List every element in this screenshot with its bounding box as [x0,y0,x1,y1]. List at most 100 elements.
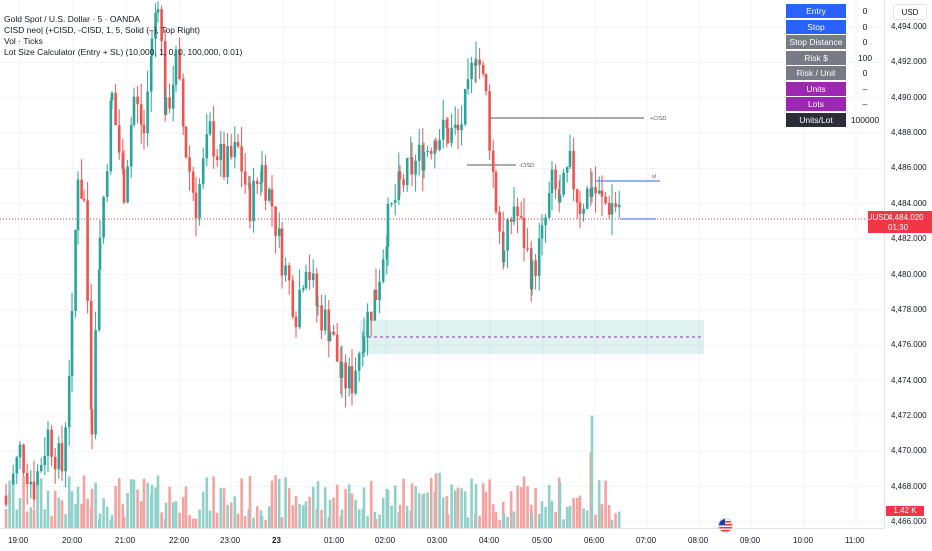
volume-bar [414,486,417,528]
candle-body [284,265,287,276]
volume-bar [67,476,71,528]
candle-body [29,481,33,485]
candle-body [582,208,585,214]
candles [4,1,621,528]
volume-bar [494,511,498,528]
candle-body [82,198,86,201]
volume-bar [547,484,551,528]
volume-bar [270,480,274,528]
volume-bar [181,497,185,528]
panel-row: Risk / Unit 0 [786,66,882,80]
legend-cisd-indicator[interactable]: CISD neo| (+CISD, -CISD, 1, 5, Solid (–)… [4,25,200,35]
volume-bar [429,478,433,528]
panel-row: Units – [786,81,882,96]
candle-body [229,145,233,158]
panel-value: 100 [857,52,873,63]
legend-volume-indicator[interactable]: Vol · Ticks [4,36,43,46]
candle-body [243,171,247,185]
candle-body [178,49,181,79]
candle-body [43,455,47,466]
candle-body [488,91,491,151]
candle-body [450,127,453,143]
volume-bar [139,501,143,528]
candle-body [530,260,534,290]
volume-bar [18,498,22,528]
time-tick: 23 [272,536,281,545]
candle-body [129,124,133,167]
candle-body [366,311,369,338]
candle-body [522,217,526,248]
candle-body [373,289,377,321]
volume-bar [201,491,205,528]
candle-body [344,362,347,389]
volume-bar [136,489,139,528]
volume-bar [491,504,495,528]
candle-body [332,331,335,335]
candle-body [547,193,551,218]
candle-body [280,228,284,276]
candle-body [575,189,579,203]
us-flag-icon[interactable] [718,518,733,533]
candle-body [562,172,565,195]
legend-lot-size-indicator[interactable]: Lot Size Calculator (Entry + SL) (10,000… [4,47,243,57]
price-axis[interactable]: 4,494.000 4,492.000 4,490.000 4,488.000 4,48… [884,0,932,528]
candle-body [90,409,94,435]
volume-bar [191,518,195,528]
legend-symbol[interactable]: Gold Spot / U.S. Dollar · 5 · OANDA [4,14,141,24]
volume-bar [366,515,369,528]
candle-body [446,127,450,143]
volume-bar [222,488,226,528]
volume-bar [610,519,614,528]
current-price-tag: XAUUSD 4,484.020 01:30 [856,211,932,233]
volume-bar [252,517,255,528]
volume-bar [311,486,315,528]
panel-row: Stop 0 [786,19,882,34]
candle-body [233,142,237,158]
candle-body [398,171,402,180]
chart-legend: Gold Spot / U.S. Dollar · 5 · OANDA CISD… [4,14,242,58]
candle-body [340,362,344,379]
volume-bar [198,509,201,528]
panel-value: 0 [862,68,868,78]
candle-body [294,316,298,328]
time-axis[interactable]: 19:00 20:00 21:00 22:00 23:00 23 01:00 02:00 03:… [0,528,884,551]
volume-bar [229,502,233,528]
price-tick: 4,470.000 [891,446,927,456]
candle-body [184,126,188,158]
volume-bar [129,479,133,528]
price-chart[interactable]: +CISD -CISD sl [0,0,884,528]
chart-area[interactable]: +CISD -CISD sl Gold Spot / U.S. Dollar · 5… [0,0,884,528]
volume-bar [178,512,181,528]
volume-bar [11,484,15,528]
volume-bar [160,512,163,528]
candle-body [544,217,547,226]
volume-bar [446,514,450,528]
candle-body [212,121,215,157]
volume-bar [15,509,19,528]
candle-body [215,156,219,160]
volume-bar [226,504,229,528]
currency-button[interactable]: USD [893,4,927,20]
volume-bar [572,498,575,528]
candle-body [397,171,401,201]
volume-bar [102,498,105,528]
candle-body [417,144,421,161]
panel-label: Risk $ [786,50,846,65]
volume-bar [526,486,529,528]
candle-body [248,183,252,222]
volume-bar [277,478,281,528]
candle-body [494,171,498,212]
panel-value: – [862,83,868,94]
time-tick: 07:00 [636,536,657,545]
candle-body [86,200,89,301]
candle-body [160,9,163,42]
volume-bar [484,492,488,528]
candle-body [594,187,597,194]
volume-bar [506,516,509,528]
volume-bar [50,515,53,528]
volume-bar [110,515,114,528]
volume-bar [205,477,209,528]
candle-body [393,200,397,203]
volume-bar [474,483,478,528]
candle-body [260,165,264,182]
